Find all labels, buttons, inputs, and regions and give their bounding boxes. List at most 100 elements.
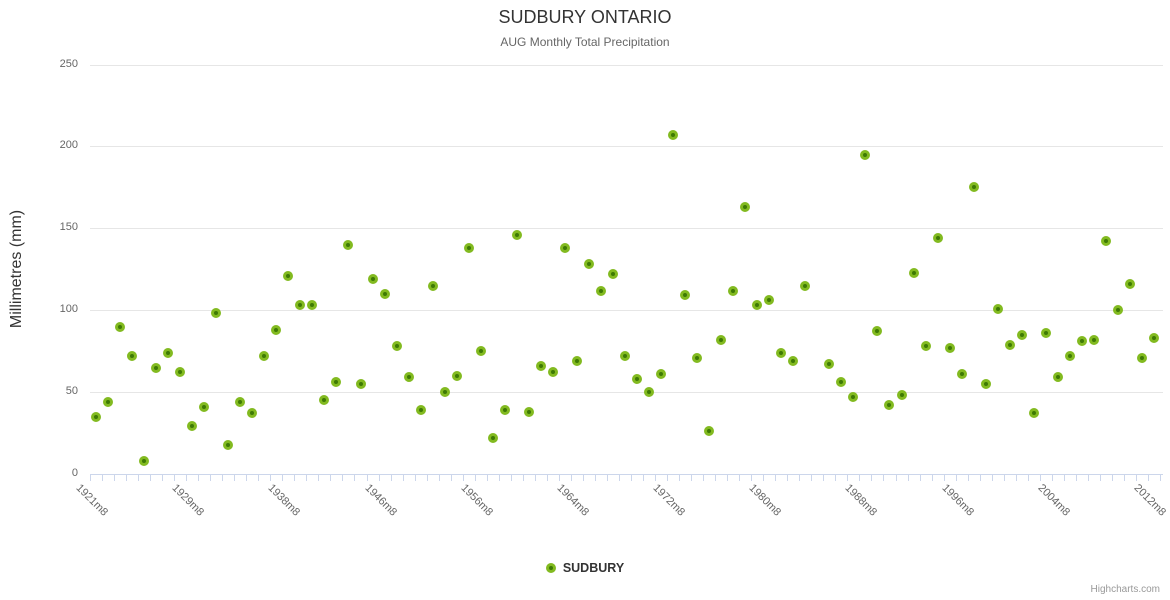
data-point[interactable]	[980, 378, 991, 389]
data-point[interactable]	[1004, 339, 1015, 350]
data-point[interactable]	[271, 324, 282, 335]
data-point[interactable]	[379, 288, 390, 299]
data-point[interactable]	[451, 370, 462, 381]
data-point[interactable]	[1016, 329, 1027, 340]
data-point[interactable]	[511, 229, 522, 240]
data-point[interactable]	[487, 432, 498, 443]
data-point[interactable]	[139, 455, 150, 466]
data-point[interactable]	[343, 239, 354, 250]
data-point[interactable]	[968, 182, 979, 193]
data-point[interactable]	[932, 233, 943, 244]
data-point[interactable]	[1076, 336, 1087, 347]
data-point[interactable]	[824, 359, 835, 370]
data-point[interactable]	[692, 352, 703, 363]
data-point[interactable]	[632, 373, 643, 384]
data-point[interactable]	[752, 300, 763, 311]
data-point[interactable]	[175, 367, 186, 378]
data-point[interactable]	[1028, 408, 1039, 419]
data-point[interactable]	[992, 303, 1003, 314]
data-point[interactable]	[223, 439, 234, 450]
x-axis-tick	[967, 475, 969, 481]
data-point[interactable]	[656, 369, 667, 380]
data-point[interactable]	[680, 290, 691, 301]
data-point[interactable]	[668, 129, 679, 140]
data-point[interactable]	[1124, 278, 1135, 289]
highcharts-credits-link[interactable]: Highcharts.com	[1090, 584, 1160, 595]
data-point[interactable]	[740, 202, 751, 212]
data-point[interactable]	[415, 405, 426, 416]
data-point[interactable]	[439, 387, 450, 398]
data-point[interactable]	[199, 401, 210, 412]
x-axis-tick	[871, 475, 873, 481]
data-point[interactable]	[247, 408, 258, 419]
data-point[interactable]	[103, 396, 114, 407]
data-point[interactable]	[355, 378, 366, 389]
data-point[interactable]	[848, 392, 859, 402]
data-point[interactable]	[1052, 372, 1063, 383]
data-point[interactable]	[776, 347, 787, 358]
data-point[interactable]	[211, 308, 222, 319]
data-point[interactable]	[704, 426, 715, 437]
data-point[interactable]	[427, 280, 438, 291]
data-point[interactable]	[595, 285, 606, 296]
data-point[interactable]	[547, 367, 558, 378]
data-point[interactable]	[559, 242, 570, 253]
data-point[interactable]	[1100, 236, 1111, 247]
data-point[interactable]	[391, 341, 402, 352]
x-axis-tick	[270, 475, 272, 481]
data-point[interactable]	[571, 355, 582, 366]
data-point[interactable]	[1064, 351, 1075, 362]
x-axis-tick	[162, 475, 164, 481]
data-point[interactable]	[91, 411, 101, 422]
data-point[interactable]	[728, 285, 739, 296]
data-point[interactable]	[1088, 334, 1099, 345]
y-gridline	[90, 392, 1163, 394]
data-point[interactable]	[127, 351, 138, 362]
data-point[interactable]	[716, 334, 727, 345]
data-point[interactable]	[607, 269, 618, 280]
data-point[interactable]	[283, 270, 294, 281]
data-point[interactable]	[908, 267, 919, 278]
data-point[interactable]	[535, 360, 546, 371]
data-point[interactable]	[403, 372, 414, 383]
data-point[interactable]	[872, 326, 883, 337]
data-point[interactable]	[475, 346, 486, 357]
x-axis-tick	[486, 475, 488, 481]
data-point[interactable]	[1148, 333, 1159, 344]
data-point[interactable]	[295, 300, 306, 311]
data-point[interactable]	[367, 274, 378, 285]
x-axis-tick	[582, 475, 584, 481]
data-point[interactable]	[896, 390, 907, 401]
data-point[interactable]	[1040, 328, 1051, 339]
data-point[interactable]	[523, 406, 534, 417]
data-point[interactable]	[764, 295, 775, 306]
data-point[interactable]	[151, 362, 162, 373]
data-point[interactable]	[836, 377, 847, 388]
data-point[interactable]	[187, 421, 198, 432]
data-point[interactable]	[620, 351, 630, 362]
data-point[interactable]	[331, 377, 342, 388]
data-point[interactable]	[499, 405, 510, 416]
data-point[interactable]	[115, 321, 126, 332]
x-axis-tick	[414, 475, 416, 481]
data-point[interactable]	[788, 355, 799, 366]
data-point[interactable]	[1136, 352, 1147, 363]
x-axis-tick-label: 1972m8	[650, 482, 688, 519]
x-axis-tick	[570, 475, 572, 481]
data-point[interactable]	[644, 387, 655, 398]
data-point[interactable]	[860, 149, 871, 160]
data-point[interactable]	[235, 396, 246, 407]
data-point[interactable]	[800, 280, 811, 291]
data-point[interactable]	[920, 341, 931, 352]
data-point[interactable]	[319, 395, 330, 406]
data-point[interactable]	[583, 259, 594, 270]
data-point[interactable]	[884, 400, 895, 411]
data-point[interactable]	[259, 351, 270, 362]
data-point[interactable]	[1112, 305, 1123, 316]
data-point[interactable]	[163, 347, 174, 358]
data-point[interactable]	[956, 369, 967, 380]
legend-item-sudbury[interactable]: SUDBURY	[0, 561, 1170, 575]
data-point[interactable]	[944, 342, 955, 353]
data-point[interactable]	[463, 242, 474, 253]
data-point[interactable]	[307, 300, 318, 311]
